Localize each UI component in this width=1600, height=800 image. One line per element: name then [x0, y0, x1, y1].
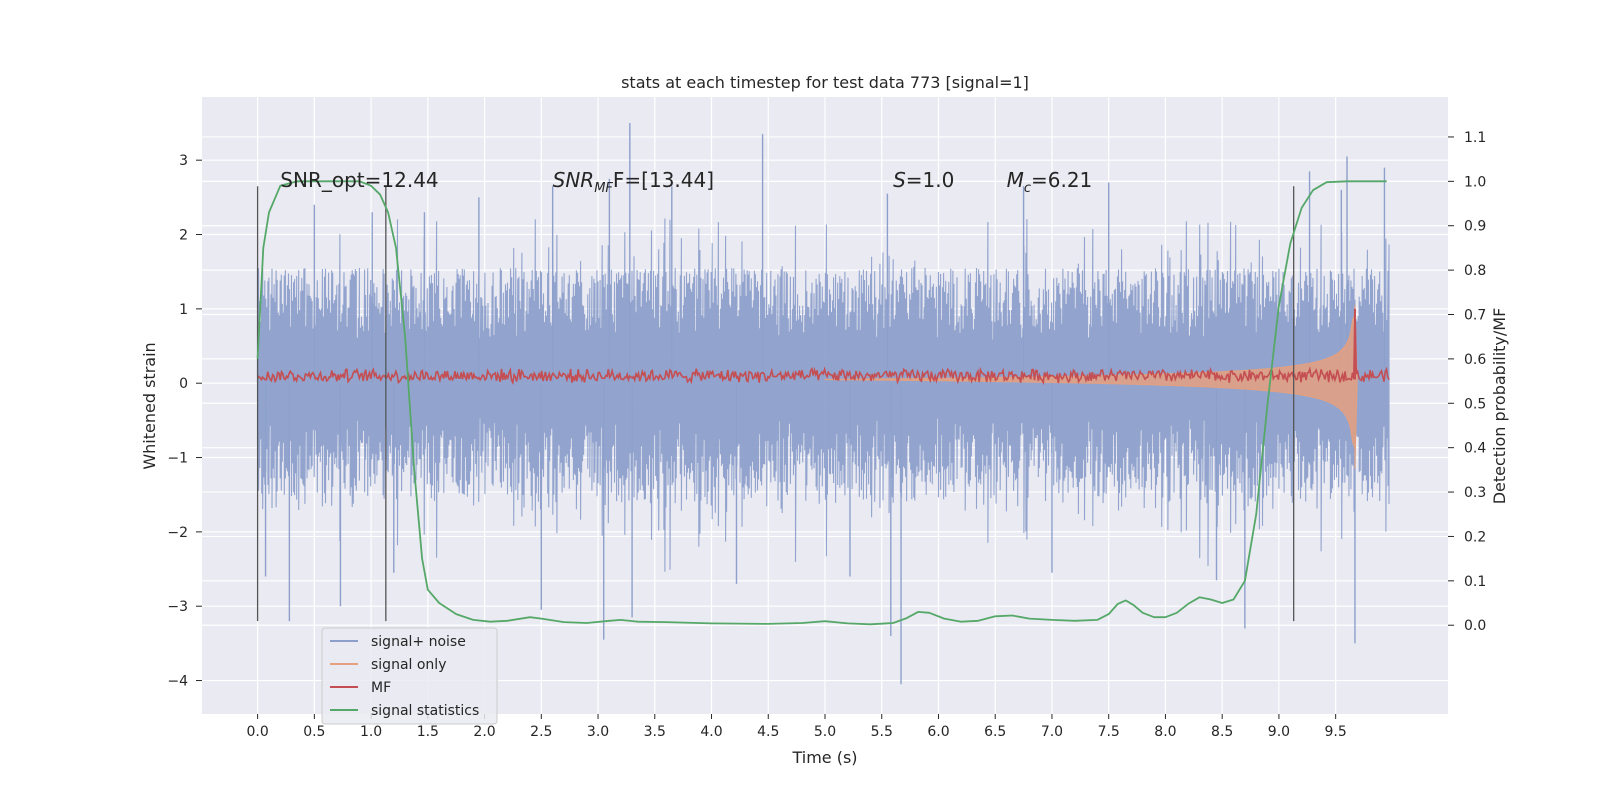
annotation-value: F=[13.44] [613, 168, 714, 192]
y-tick-label: −3 [167, 599, 188, 615]
marker-lines [256, 186, 1295, 622]
y-tick-label: 0 [179, 376, 188, 392]
x-axis-label: Time (s) [791, 748, 857, 767]
x-tick-label: 4.5 [757, 724, 779, 740]
mf-line [256, 308, 1390, 386]
annotation-snr-mf: SNRMFF=[13.44] [553, 168, 714, 196]
annotation-symbol: SNR [553, 168, 595, 192]
y2-tick-label: 0.5 [1464, 396, 1486, 412]
y-tick-label: 1 [179, 302, 188, 318]
chart-title: stats at each timestep for test data 773… [621, 73, 1029, 92]
y-tick-label: 3 [179, 153, 188, 169]
signal-statistics-line [256, 180, 1387, 626]
annotation-subscript: MF [594, 181, 613, 196]
y2-tick-label: 0.8 [1464, 263, 1486, 279]
x-tick-label: 0.0 [246, 724, 268, 740]
x-tick-label: 2.5 [530, 724, 552, 740]
x-axis-ticks: 0.0 0.5 1.0 1.5 2.0 2.5 3.0 3.5 4.0 4.5 5.0 5.5 6.0 6… [246, 714, 1347, 740]
y2-tick-label: 0.2 [1464, 529, 1486, 545]
legend-box [321, 627, 498, 725]
annotation-value: =1.0 [906, 168, 955, 192]
signal-noise-line [257, 218, 1390, 572]
x-tick-label: 9.5 [1325, 724, 1347, 740]
legend-label-mf: MF [371, 680, 391, 696]
annotation-value: =6.21 [1031, 168, 1092, 192]
legend-label-signal-only: signal only [371, 657, 446, 673]
y2-tick-label: 0.1 [1464, 574, 1486, 590]
y-tick-label: −1 [167, 451, 188, 467]
legend-label-signal-noise: signal+ noise [371, 634, 466, 650]
y2-tick-label: 0.4 [1464, 441, 1486, 457]
y2-tick-label: 0.7 [1464, 308, 1486, 324]
x-tick-label: 3.0 [587, 724, 609, 740]
y2-axis-label: Detection probability/MF [1490, 308, 1509, 505]
x-tick-label: 4.0 [700, 724, 722, 740]
y-tick-label: −4 [167, 674, 188, 690]
x-tick-label: 2.0 [473, 724, 495, 740]
annotation-mc-value: Mc=6.21 [1007, 168, 1093, 196]
y-axis-ticks: 3 2 1 0 −1 −2 −3 −4 [167, 153, 202, 690]
y2-axis-ticks: 1.1 1.0 0.9 0.8 0.7 0.6 0.5 0.4 0.3 0.2 0.1 0.0 [1448, 130, 1486, 634]
legend: signal+ noise signal only MF signal stat… [321, 627, 498, 725]
annotation-symbol: M [1007, 168, 1024, 192]
x-tick-label: 8.0 [1154, 724, 1176, 740]
annotations: SNR_opt=12.44 SNRMFF=[13.44] S=1.0 Mc=6.21 [280, 168, 1092, 196]
x-tick-label: 8.5 [1211, 724, 1233, 740]
y-tick-label: 2 [179, 228, 188, 244]
annotation-s-value: S=1.0 [893, 168, 954, 192]
y2-tick-label: 0.0 [1464, 618, 1486, 634]
y2-tick-label: 0.6 [1464, 352, 1486, 368]
y2-tick-label: 1.1 [1464, 130, 1486, 146]
annotation-symbol: S [893, 168, 906, 192]
x-tick-label: 6.5 [984, 724, 1006, 740]
x-tick-label: 1.5 [417, 724, 439, 740]
x-tick-label: 7.0 [1041, 724, 1063, 740]
x-tick-label: 0.5 [303, 724, 325, 740]
y2-tick-label: 1.0 [1464, 174, 1486, 190]
signal-statistics-series [256, 180, 1387, 626]
x-tick-label: 6.0 [927, 724, 949, 740]
y2-tick-label: 0.9 [1464, 219, 1486, 235]
y-tick-label: −2 [167, 525, 188, 541]
x-tick-label: 9.0 [1268, 724, 1290, 740]
x-tick-label: 5.5 [871, 724, 893, 740]
x-tick-label: 3.5 [644, 724, 666, 740]
y-axis-label: Whitened strain [140, 342, 159, 469]
annotation-subscript: c [1024, 181, 1031, 196]
y2-tick-label: 0.3 [1464, 485, 1486, 501]
mf-series [256, 308, 1390, 386]
x-tick-label: 5.0 [814, 724, 836, 740]
legend-label-signal-statistics: signal statistics [371, 703, 479, 719]
x-tick-label: 1.0 [360, 724, 382, 740]
x-tick-label: 7.5 [1098, 724, 1120, 740]
annotation-snr-opt: SNR_opt=12.44 [280, 168, 438, 192]
